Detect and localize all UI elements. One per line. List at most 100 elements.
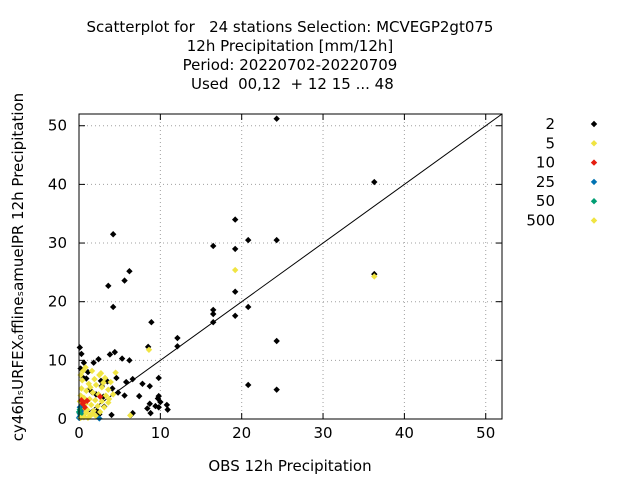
x-tick-label: 40	[395, 424, 414, 442]
scatter-point	[83, 409, 90, 416]
scatter-point	[231, 266, 239, 274]
x-axis-label: OBS 12h Precipitation	[208, 457, 371, 475]
scatter-point	[83, 397, 91, 405]
plot-frame	[78, 113, 503, 420]
scatter-point	[96, 408, 104, 416]
scatter-point	[106, 351, 114, 358]
data-points	[75, 115, 378, 422]
scatter-point	[87, 384, 94, 391]
scatter-point	[76, 344, 84, 351]
scatter-point	[144, 405, 151, 412]
scatter-point	[273, 236, 280, 244]
scatter-point	[105, 282, 112, 290]
scatter-point	[89, 410, 97, 417]
scatter-point	[90, 359, 97, 366]
y-tick-label: 20	[48, 293, 67, 311]
scatter-point	[135, 392, 143, 400]
scatter-point	[84, 368, 92, 376]
scatter-point	[105, 395, 113, 403]
legend-marker	[590, 140, 598, 147]
diagonal-line	[78, 113, 503, 420]
legend-label: 2	[545, 115, 555, 133]
scatter-point	[273, 115, 280, 122]
scatter-point	[108, 411, 115, 419]
legend-marker	[590, 198, 598, 205]
scatter-point	[92, 381, 100, 389]
scatter-point	[92, 397, 99, 404]
legend-marker	[590, 217, 598, 224]
title-line-3: Period: 20220702-20220709	[183, 56, 398, 74]
scatter-point	[231, 245, 239, 253]
scatter-point	[118, 355, 126, 362]
scatter-point	[164, 406, 171, 413]
scatter-point	[85, 380, 92, 388]
scatter-point	[96, 415, 103, 422]
scatter-point	[101, 404, 108, 411]
legend-label: 25	[536, 173, 555, 191]
scatter-point	[231, 288, 239, 295]
scatter-point	[155, 392, 162, 400]
scatter-point	[231, 312, 239, 319]
scatter-point	[273, 386, 280, 393]
y-tick-label: 40	[48, 175, 67, 193]
scatter-point	[105, 386, 112, 393]
scatter-point	[95, 355, 102, 363]
scatter-point	[113, 374, 120, 382]
grid-lines	[79, 114, 502, 419]
scatter-point	[109, 231, 117, 238]
scatter-point	[94, 402, 101, 410]
scatter-point	[79, 367, 87, 375]
x-tick-label: 0	[74, 424, 84, 442]
y-tick-label: 50	[48, 117, 67, 135]
scatter-point	[107, 378, 114, 386]
title-line-4: Used 00,12 + 12 15 ... 48	[186, 75, 394, 93]
x-tick-labels: 0 10 20 30 40 50	[74, 424, 495, 442]
scatter-point	[109, 391, 117, 398]
scatter-point	[127, 412, 134, 419]
legend-label: 5	[545, 134, 555, 152]
scatter-point	[121, 277, 128, 284]
legend-label: 10	[536, 154, 555, 172]
scatter-point	[126, 357, 133, 364]
scatter-point	[210, 310, 217, 318]
title-line-1: Scatterplot for 24 stations Selection: M…	[87, 18, 494, 36]
scatter-point	[129, 375, 136, 383]
scatter-point	[147, 409, 154, 417]
scatter-point	[371, 273, 378, 280]
scatter-point	[83, 387, 90, 395]
scatter-point	[155, 374, 162, 382]
scatter-point	[109, 303, 117, 311]
chart-title: Scatterplot for 24 stations Selection: M…	[87, 18, 494, 93]
scatter-point	[273, 337, 280, 345]
scatter-point	[245, 303, 252, 311]
x-tick-label: 50	[476, 424, 495, 442]
x-tick-label: 20	[232, 424, 251, 442]
scatter-point	[88, 367, 96, 375]
legend-label: 50	[536, 192, 555, 210]
title-line-2: 12h Precipitation [mm/12h]	[187, 37, 393, 55]
scatter-point	[88, 401, 95, 409]
scatter-point	[111, 348, 118, 356]
legend-marker	[590, 178, 598, 186]
scatter-point	[91, 375, 98, 383]
x-tick-label: 30	[313, 424, 332, 442]
scatter-point	[78, 350, 85, 358]
y-tick-label: 10	[48, 351, 67, 369]
scatter-point	[139, 380, 146, 388]
legend-marker	[590, 120, 598, 128]
scatter-point	[210, 319, 217, 326]
scatter-point	[96, 393, 104, 400]
x-tick-label: 10	[151, 424, 170, 442]
legend-label: 500	[526, 212, 555, 230]
scatter-point	[146, 382, 153, 390]
scatter-point	[148, 319, 155, 326]
scatter-point	[210, 306, 217, 314]
scatter-point	[89, 389, 97, 396]
scatter-point	[105, 399, 112, 406]
scatter-point	[157, 398, 164, 406]
scatter-point	[155, 404, 162, 411]
scatter-point	[102, 392, 110, 399]
scatter-point	[146, 400, 153, 407]
